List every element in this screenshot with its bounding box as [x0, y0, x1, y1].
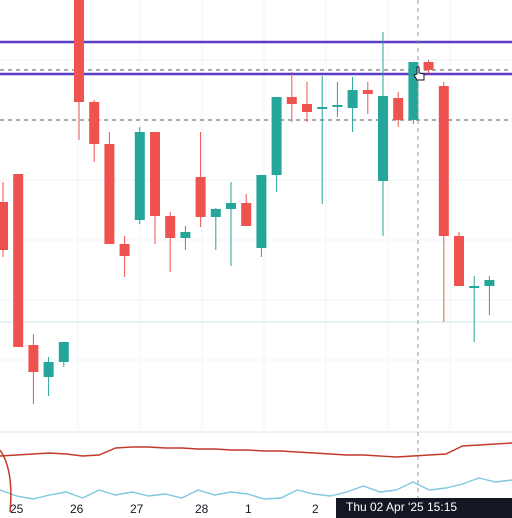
crosshair-time-tooltip: Thu 02 Apr '25 15:15	[336, 498, 512, 518]
candle-up	[378, 96, 388, 181]
x-axis-label: 25	[10, 502, 24, 516]
candle-up	[210, 209, 221, 217]
candle-up	[347, 90, 358, 108]
candle-down	[89, 102, 100, 144]
x-axis-label: 27	[130, 502, 144, 516]
candle-down	[241, 203, 252, 226]
candle-down	[195, 177, 206, 217]
candle-down	[28, 345, 39, 372]
x-axis-label: 2	[312, 502, 319, 516]
candle-up	[58, 342, 69, 362]
candle-down	[0, 202, 8, 250]
candle-up	[226, 203, 236, 209]
candle-down	[165, 216, 176, 238]
candle-up	[271, 97, 282, 175]
indicator-red-curve	[0, 449, 12, 512]
candle-up	[484, 280, 495, 286]
candle-down	[362, 90, 373, 94]
x-axis-label: 1	[245, 502, 252, 516]
candle-down	[438, 86, 449, 236]
candle-down	[393, 98, 404, 120]
indicator-blue-line	[0, 477, 512, 500]
candle-up	[317, 107, 328, 109]
candle-down	[286, 97, 297, 104]
hand-pointer-icon	[413, 66, 425, 81]
candle-down	[150, 132, 160, 216]
candle-up	[134, 132, 145, 220]
candle-down	[423, 62, 434, 70]
candle-down	[74, 0, 84, 102]
candle-down	[302, 104, 312, 112]
candles	[0, 0, 495, 404]
hand-pointer-shape	[413, 66, 425, 81]
candle-up	[180, 232, 191, 238]
x-axis-label: 26	[70, 502, 84, 516]
candle-down	[13, 174, 24, 347]
candle-up	[408, 62, 419, 120]
candle-up	[43, 362, 54, 377]
candle-down	[454, 236, 464, 286]
candle-up	[256, 175, 267, 248]
candle-up	[332, 105, 343, 107]
candle-down	[119, 244, 130, 256]
x-axis-label: 28	[195, 502, 209, 516]
candle-down	[104, 144, 115, 244]
hand-pointer-icon	[413, 66, 425, 81]
indicator-pane	[0, 442, 512, 512]
candle-up	[469, 286, 480, 288]
chart-grid	[0, 0, 512, 433]
indicator-red-line	[0, 442, 512, 458]
